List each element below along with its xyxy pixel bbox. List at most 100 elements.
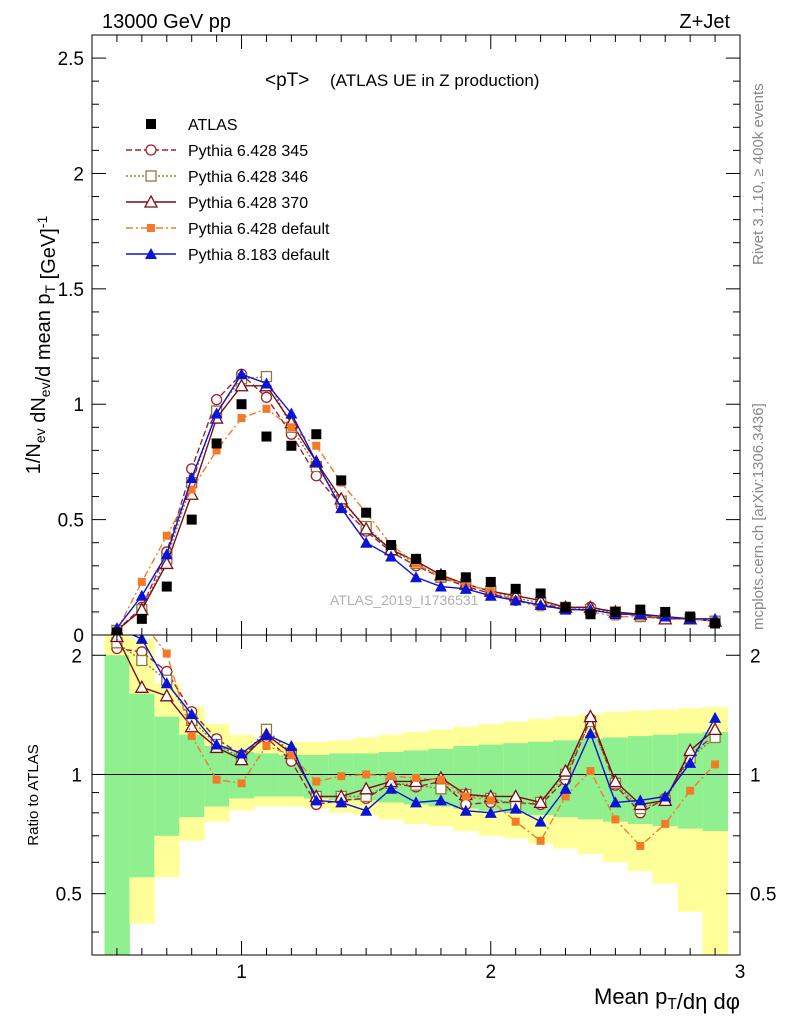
ratio-point-pythia-6-428-default — [287, 750, 296, 759]
main-point-pythia-6-428-default — [312, 441, 321, 450]
ratio-point-pythia-8-183-default — [559, 782, 572, 794]
main-point-atlas — [635, 604, 646, 615]
legend-marker — [145, 248, 157, 259]
ratio-point-pythia-6-428-370 — [583, 709, 598, 723]
x-axis-label: Mean pT/dη dφ — [594, 984, 740, 1014]
legend-marker — [145, 144, 157, 156]
ratio-band-inner — [652, 734, 679, 827]
ratio-band-inner — [104, 655, 130, 955]
main-point-pythia-8-183-default — [235, 368, 248, 380]
main-point-pythia-8-183-default — [210, 407, 223, 419]
x-tick-label: 2 — [485, 962, 496, 983]
ratio-point-pythia-8-183-default — [260, 728, 273, 740]
legend-marker — [146, 119, 156, 129]
ratio-band-inner — [129, 693, 155, 878]
ratio-point-pythia-8-183-default — [434, 794, 447, 806]
main-point-pythia-6-428-370 — [234, 378, 249, 392]
analysis-watermark: ATLAS_2019_I1736531 — [330, 592, 479, 608]
main-point-atlas — [610, 606, 621, 617]
main-point-atlas — [411, 553, 421, 564]
rivet-version-label: Rivet 3.1.10, ≥ 400k events — [750, 83, 767, 265]
main-point-pythia-8-183-default — [185, 472, 198, 484]
ratio-point-pythia-6-428-370 — [508, 789, 523, 803]
ratio-y-tick-label-right: 0.5 — [750, 885, 776, 906]
main-point-atlas — [485, 576, 496, 587]
main-point-pythia-8-183-default — [534, 599, 547, 610]
main-point-pythia-8-183-default — [310, 455, 323, 467]
main-point-atlas — [535, 588, 546, 599]
main-point-pythia-6-428-default — [212, 446, 221, 455]
main-y-tick-label: 1.5 — [58, 280, 84, 301]
ratio-y-tick-label-right: 2 — [750, 646, 761, 667]
ratio-series-layer — [109, 635, 723, 850]
ratio-point-pythia-6-428-default — [212, 775, 221, 784]
ratio-point-pythia-6-428-default — [187, 732, 196, 741]
ratio-point-pythia-6-428-default — [686, 786, 695, 795]
ratio-point-pythia-8-183-default — [709, 711, 722, 723]
legend: ATLAS Pythia 6.428 345 Pythia 6.428 346 Pyt… — [126, 117, 330, 264]
main-point-pythia-6-428-default — [162, 531, 171, 540]
main-point-pythia-6-428-default — [137, 577, 146, 586]
ratio-point-pythia-8-183-default — [459, 804, 472, 816]
ratio-point-pythia-6-428-370 — [558, 763, 573, 777]
plot-title-main: <pT> — [265, 70, 309, 91]
ratio-point-pythia-6-428-370 — [184, 719, 199, 733]
main-point-pythia-6-428-345 — [260, 391, 273, 403]
legend-label: Pythia 6.428 345 — [188, 143, 308, 160]
main-y-tick-label: 2 — [73, 164, 84, 185]
ratio-point-pythia-6-428-370 — [134, 679, 149, 693]
main-point-pythia-6-428-default — [237, 414, 246, 423]
energy-label: 13000 GeV pp — [102, 11, 231, 33]
main-point-atlas — [336, 475, 347, 486]
ratio-point-pythia-6-428-370 — [608, 774, 623, 788]
main-point-atlas — [510, 583, 521, 594]
main-point-pythia-8-183-default — [285, 407, 298, 419]
main-y-tick-label: 2.5 — [58, 49, 84, 70]
legend-marker — [143, 194, 159, 208]
main-point-pythia-8-183-default — [135, 589, 148, 601]
main-y-axis-label: 1/Nev dNev/d mean pT [GeV]-1 — [23, 216, 60, 475]
x-tick-label: 3 — [735, 962, 746, 983]
ratio-point-pythia-6-428-default — [436, 775, 445, 784]
main-point-pythia-6-428-370 — [159, 556, 174, 570]
ratio-point-pythia-8-183-default — [484, 806, 497, 818]
ratio-point-pythia-6-428-346 — [435, 783, 447, 795]
legend-label: Pythia 6.428 default — [188, 221, 330, 238]
main-point-atlas — [161, 581, 172, 592]
main-point-pythia-8-183-default — [360, 536, 373, 548]
main-point-pythia-8-183-default — [410, 571, 422, 583]
x-tick-label: 1 — [236, 962, 247, 983]
ratio-y-tick-label: 1 — [71, 765, 82, 786]
legend-marker — [147, 224, 155, 232]
ratio-point-pythia-6-428-default — [586, 767, 595, 776]
main-point-pythia-8-183-default — [434, 580, 447, 592]
ratio-y-tick-label: 0.5 — [56, 885, 82, 906]
ratio-point-pythia-8-183-default — [310, 794, 323, 806]
main-point-pythia-8-183-default — [160, 548, 173, 560]
main-point-atlas — [261, 431, 272, 442]
main-point-atlas — [186, 514, 197, 525]
main-point-pythia-8-183-default — [484, 589, 497, 601]
ratio-point-pythia-8-183-default — [360, 804, 373, 816]
main-point-pythia-8-183-default — [509, 594, 522, 606]
ratio-point-pythia-8-183-default — [659, 790, 672, 802]
main-point-atlas — [386, 540, 397, 550]
ratio-point-pythia-8-183-default — [285, 739, 298, 751]
ratio-y-tick-label-right: 1 — [750, 765, 761, 786]
legend-label: Pythia 8.183 default — [188, 247, 330, 264]
ratio-uncertainty-bands — [104, 635, 729, 955]
main-point-atlas — [361, 507, 372, 518]
ratio-point-pythia-8-183-default — [385, 782, 398, 794]
ratio-point-pythia-6-428-default — [636, 841, 645, 850]
ratio-point-pythia-6-428-default — [661, 819, 670, 828]
ratio-band-inner — [154, 716, 180, 836]
ratio-y-axis-label: Ratio to ATLAS — [25, 744, 42, 845]
ratio-point-pythia-6-428-370 — [683, 743, 698, 757]
main-point-pythia-8-183-default — [260, 377, 273, 389]
ratio-point-pythia-6-428-default — [611, 815, 620, 824]
main-point-pythia-6-428-default — [187, 485, 196, 494]
ratio-point-pythia-6-428-default — [711, 760, 720, 769]
ratio-point-pythia-8-183-default — [335, 796, 348, 808]
ratio-y-tick-label: 2 — [71, 646, 82, 667]
